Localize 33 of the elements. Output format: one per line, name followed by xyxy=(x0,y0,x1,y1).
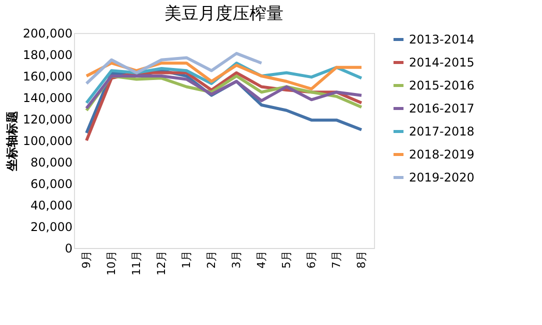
x-tick-label: 5月 xyxy=(280,250,293,268)
x-tick-label: 4月 xyxy=(255,250,268,268)
y-tick-label: 100,000 xyxy=(22,134,72,148)
x-tick-label: 11月 xyxy=(130,250,143,276)
y-tick-label: 120,000 xyxy=(22,112,72,126)
x-tick-label: 9月 xyxy=(80,250,93,268)
line-series xyxy=(85,52,263,86)
x-tick-label: 3月 xyxy=(230,250,243,268)
legend-label: 2017-2018 xyxy=(409,124,474,138)
y-tick-label: 200,000 xyxy=(22,26,72,40)
chart-title: 美豆月度压榨量 xyxy=(164,4,284,24)
x-tick-label: 10月 xyxy=(105,250,118,276)
legend-label: 2016-2017 xyxy=(409,102,474,116)
x-tick-label: 6月 xyxy=(305,250,318,268)
legend-label: 2015-2016 xyxy=(409,78,474,92)
x-tick-label: 7月 xyxy=(330,250,343,268)
y-tick-label: 60,000 xyxy=(30,177,72,191)
legend-label: 2014-2015 xyxy=(409,56,474,70)
legend-label: 2018-2019 xyxy=(409,148,474,162)
y-axis-title: 坐标轴标题 xyxy=(4,111,19,172)
x-tick-label: 8月 xyxy=(355,250,368,268)
x-tick-label: 12月 xyxy=(155,250,168,276)
legend-label: 2019-2020 xyxy=(409,170,474,184)
x-tick-label: 2月 xyxy=(205,250,218,268)
y-tick-label: 180,000 xyxy=(22,48,72,62)
y-tick-label: 140,000 xyxy=(22,91,72,105)
y-tick-label: 160,000 xyxy=(22,70,72,84)
y-tick-label: 80,000 xyxy=(30,156,72,170)
y-tick-label: 0 xyxy=(64,242,72,256)
y-tick-label: 40,000 xyxy=(30,198,72,212)
x-tick-label: 1月 xyxy=(180,250,193,268)
legend-label: 2013-2014 xyxy=(409,32,474,46)
y-tick-label: 20,000 xyxy=(30,220,72,234)
